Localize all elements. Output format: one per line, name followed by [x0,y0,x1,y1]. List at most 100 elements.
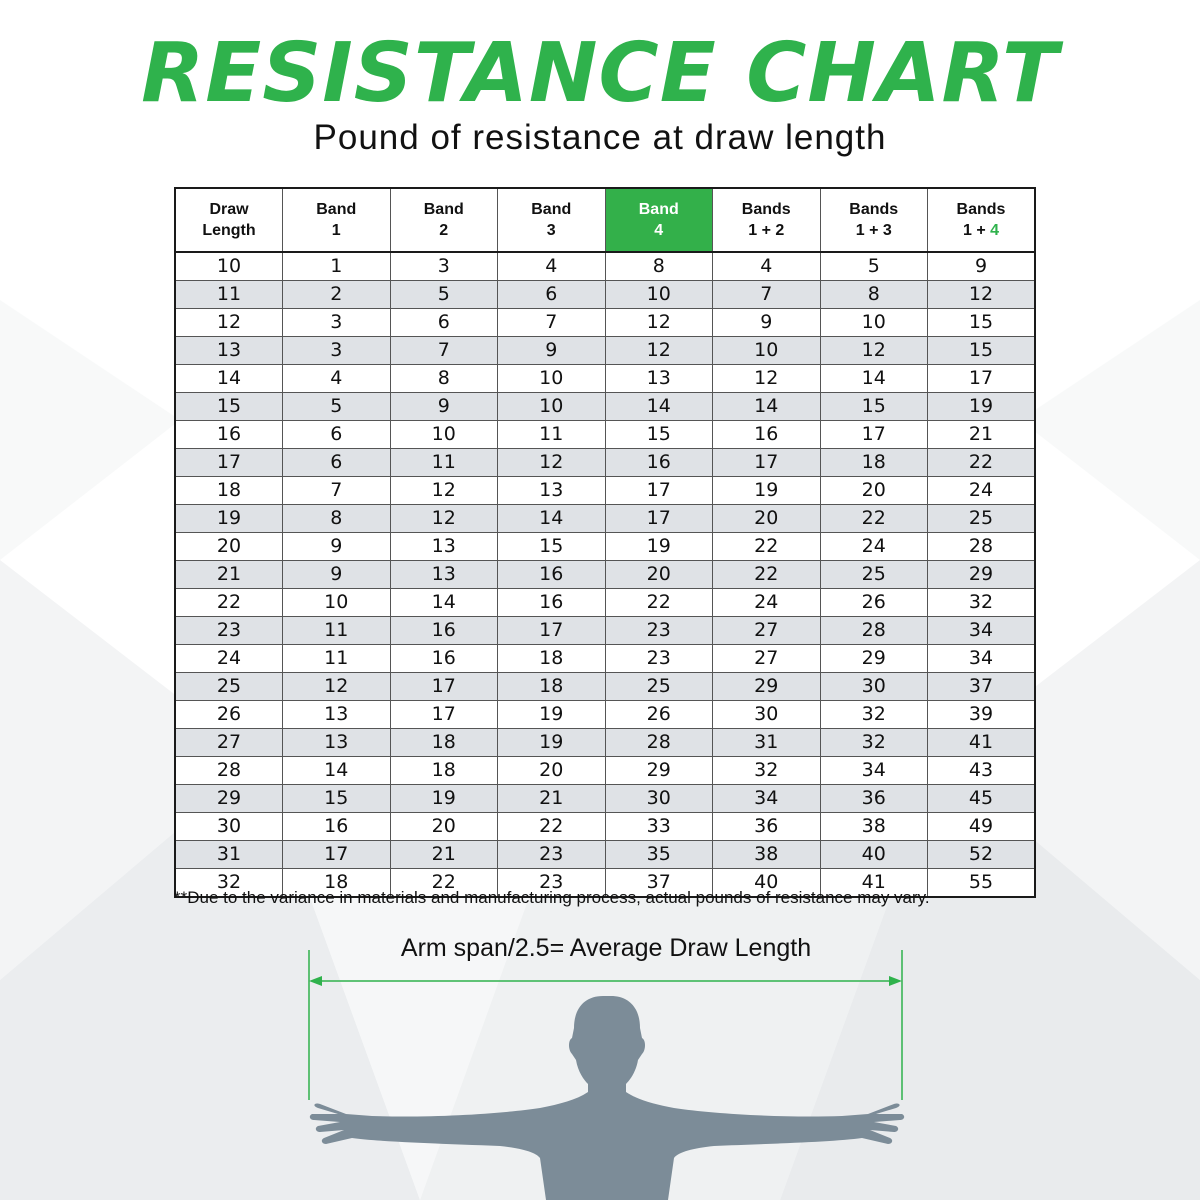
resistance-cell: 5 [819,251,928,281]
resistance-cell: 28 [604,728,713,757]
draw-length-cell: 26 [174,700,283,729]
resistance-cell: 29 [819,644,928,673]
draw-length-cell: 12 [174,308,283,337]
resistance-cell: 17 [282,840,391,869]
table-row: 24 11 16 18 23 27 29 34 [174,644,1036,673]
resistance-cell: 15 [927,336,1036,365]
table-row: 31 17 21 23 35 38 40 52 [174,840,1036,869]
resistance-cell: 20 [389,812,498,841]
resistance-cell: 13 [604,364,713,393]
resistance-cell: 34 [927,644,1036,673]
resistance-cell: 19 [712,476,821,505]
resistance-cell: 9 [712,308,821,337]
column-header-line1: Band [316,201,357,218]
chart-subtitle: Pound of resistance at draw length [313,118,887,157]
resistance-cell: 18 [389,756,498,785]
resistance-cell: 28 [927,532,1036,561]
resistance-cell: 3 [282,336,391,365]
resistance-cell: 6 [282,448,391,477]
resistance-cell: 21 [389,840,498,869]
resistance-cell: 15 [604,420,713,449]
resistance-cell: 7 [497,308,606,337]
resistance-cell: 18 [497,672,606,701]
resistance-cell: 4 [712,251,821,281]
resistance-cell: 12 [712,364,821,393]
draw-length-cell: 11 [174,280,283,309]
column-header-3: Band 3 [497,187,606,253]
draw-length-cell: 30 [174,812,283,841]
draw-length-cell: 29 [174,784,283,813]
draw-length-cell: 31 [174,840,283,869]
resistance-cell: 40 [819,840,928,869]
table-row: 20 9 13 15 19 22 24 28 [174,532,1036,561]
resistance-cell: 12 [497,448,606,477]
resistance-cell: 9 [282,532,391,561]
footnote: **Due to the variance in materials and m… [174,888,930,907]
resistance-cell: 3 [389,251,498,281]
resistance-cell: 32 [927,588,1036,617]
resistance-cell: 13 [497,476,606,505]
resistance-cell: 22 [712,560,821,589]
resistance-cell: 16 [497,560,606,589]
resistance-cell: 22 [712,532,821,561]
resistance-cell: 4 [497,251,606,281]
draw-length-cell: 32 [174,868,283,898]
resistance-cell: 23 [497,868,606,898]
resistance-cell: 6 [282,420,391,449]
resistance-cell: 13 [389,532,498,561]
resistance-cell: 27 [712,644,821,673]
resistance-cell: 12 [389,504,498,533]
draw-length-formula: Arm span/2.5= Average Draw Length [400,934,812,962]
resistance-cell: 9 [282,560,391,589]
draw-length-cell: 18 [174,476,283,505]
table-row: 15 5 9 10 14 14 15 19 [174,392,1036,421]
resistance-cell: 8 [819,280,928,309]
resistance-cell: 34 [927,616,1036,645]
draw-length-cell: 17 [174,448,283,477]
resistance-cell: 14 [282,756,391,785]
resistance-cell: 18 [819,448,928,477]
resistance-cell: 21 [497,784,606,813]
column-header-line1: Band [638,201,679,218]
resistance-cell: 26 [604,700,713,729]
resistance-cell: 30 [604,784,713,813]
resistance-cell: 16 [497,588,606,617]
person-silhouette [309,996,905,1200]
resistance-cell: 19 [604,532,713,561]
resistance-cell: 34 [712,784,821,813]
resistance-cell: 23 [497,840,606,869]
resistance-cell: 25 [927,504,1036,533]
resistance-cell: 37 [604,868,713,898]
resistance-cell: 12 [604,308,713,337]
resistance-cell: 12 [389,476,498,505]
resistance-cell: 18 [497,644,606,673]
resistance-cell: 10 [497,392,606,421]
draw-length-cell: 15 [174,392,283,421]
draw-length-cell: 24 [174,644,283,673]
resistance-cell: 23 [604,616,713,645]
table-row: 10 1 3 4 8 4 5 9 [174,251,1036,281]
resistance-cell: 17 [497,616,606,645]
resistance-cell: 19 [497,728,606,757]
arm-span-right-arrow [889,976,902,986]
resistance-cell: 22 [389,868,498,898]
resistance-cell: 45 [927,784,1036,813]
resistance-cell: 6 [389,308,498,337]
draw-length-cell: 16 [174,420,283,449]
resistance-cell: 1 [282,251,391,281]
draw-length-cell: 25 [174,672,283,701]
resistance-cell: 16 [389,644,498,673]
resistance-cell: 19 [497,700,606,729]
column-header-6: Bands 1 + 3 [819,187,928,253]
resistance-cell: 16 [712,420,821,449]
resistance-cell: 9 [389,392,498,421]
resistance-cell: 22 [497,812,606,841]
table-row: 29 15 19 21 30 34 36 45 [174,784,1036,813]
resistance-cell: 36 [712,812,821,841]
table-row: 12 3 6 7 12 9 10 15 [174,308,1036,337]
table-row: 32 18 22 23 37 40 41 55 [174,868,1036,898]
resistance-cell: 20 [497,756,606,785]
resistance-cell: 17 [389,700,498,729]
resistance-cell: 17 [604,504,713,533]
resistance-cell: 31 [712,728,821,757]
